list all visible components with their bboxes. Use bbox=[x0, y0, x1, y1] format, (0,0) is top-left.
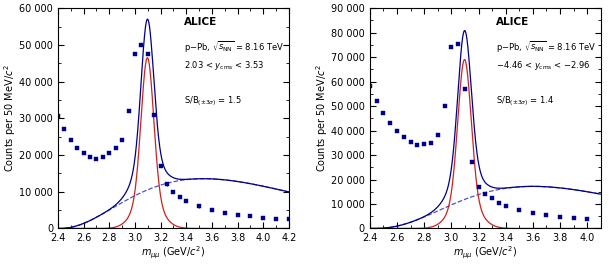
Text: p$-$Pb, $\sqrt{s_{\rm NN}}$ = 8.16 TeV: p$-$Pb, $\sqrt{s_{\rm NN}}$ = 8.16 TeV bbox=[184, 39, 284, 54]
Text: ALICE: ALICE bbox=[184, 17, 217, 27]
Text: ALICE: ALICE bbox=[496, 17, 529, 27]
Y-axis label: Counts per 50 MeV/$c^2$: Counts per 50 MeV/$c^2$ bbox=[2, 64, 18, 172]
Text: S/B$_{(\pm3\sigma)}$ = 1.4: S/B$_{(\pm3\sigma)}$ = 1.4 bbox=[496, 94, 554, 108]
Text: p$-$Pb, $\sqrt{s_{\rm NN}}$ = 8.16 TeV: p$-$Pb, $\sqrt{s_{\rm NN}}$ = 8.16 TeV bbox=[496, 39, 596, 54]
X-axis label: $m_{\mu\mu}$ (GeV/$c^2$): $m_{\mu\mu}$ (GeV/$c^2$) bbox=[142, 245, 206, 261]
Y-axis label: Counts per 50 MeV/$c^2$: Counts per 50 MeV/$c^2$ bbox=[314, 64, 329, 172]
Text: 2.03 < $y_{\rm cms}$ < 3.53: 2.03 < $y_{\rm cms}$ < 3.53 bbox=[184, 59, 264, 72]
Text: $-$4.46 < $y_{\rm cms}$ < $-$2.96: $-$4.46 < $y_{\rm cms}$ < $-$2.96 bbox=[496, 59, 590, 72]
X-axis label: $m_{\mu\mu}$ (GeV/$c^2$): $m_{\mu\mu}$ (GeV/$c^2$) bbox=[453, 245, 517, 261]
Text: S/B$_{(\pm3\sigma)}$ = 1.5: S/B$_{(\pm3\sigma)}$ = 1.5 bbox=[184, 94, 242, 108]
